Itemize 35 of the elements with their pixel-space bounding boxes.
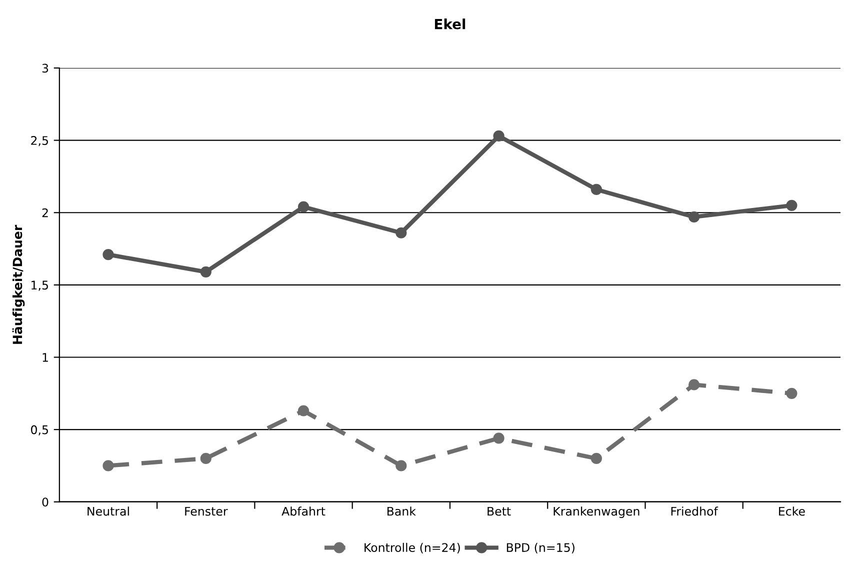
point	[688, 379, 700, 390]
point	[102, 460, 114, 472]
x-tick-label: Bank	[387, 506, 416, 516]
x-tick-label: Fenster	[185, 506, 228, 516]
point	[688, 211, 700, 223]
point	[298, 405, 310, 416]
chart-title: Ekel	[434, 18, 466, 30]
x-tick-label: Abfahrt	[282, 506, 326, 516]
point	[590, 184, 602, 196]
y-tick-label: 1,5	[32, 280, 48, 291]
y-tick-label: 2,5	[31, 136, 48, 146]
legend-label: BPD (n=15)	[506, 542, 574, 554]
x-tick-label: Friedhof	[671, 506, 718, 516]
point	[786, 200, 798, 211]
y-axis-title: Häufigkeit/Dauer	[12, 224, 25, 344]
point	[396, 460, 407, 472]
point	[102, 249, 114, 260]
y-tick-label: 3	[42, 64, 48, 73]
x-tick-label: Neutral	[88, 506, 129, 516]
point	[200, 266, 212, 278]
x-tick-label: Krankenwagen	[554, 506, 640, 518]
point	[590, 452, 602, 464]
y-tick-label: 0,5	[31, 425, 48, 436]
y-tick-label: 2	[42, 208, 48, 218]
y-tick-label: 1	[42, 353, 48, 362]
point	[200, 452, 212, 464]
point	[493, 130, 504, 142]
point	[298, 201, 310, 212]
x-tick-label: Bett	[488, 506, 511, 516]
x-tick-label: Ecke	[779, 506, 805, 516]
y-tick-label: 0	[42, 498, 48, 507]
point	[396, 227, 407, 238]
legend-label: Kontrolle (n=24)	[364, 542, 460, 554]
point	[786, 388, 798, 399]
point	[493, 432, 504, 444]
